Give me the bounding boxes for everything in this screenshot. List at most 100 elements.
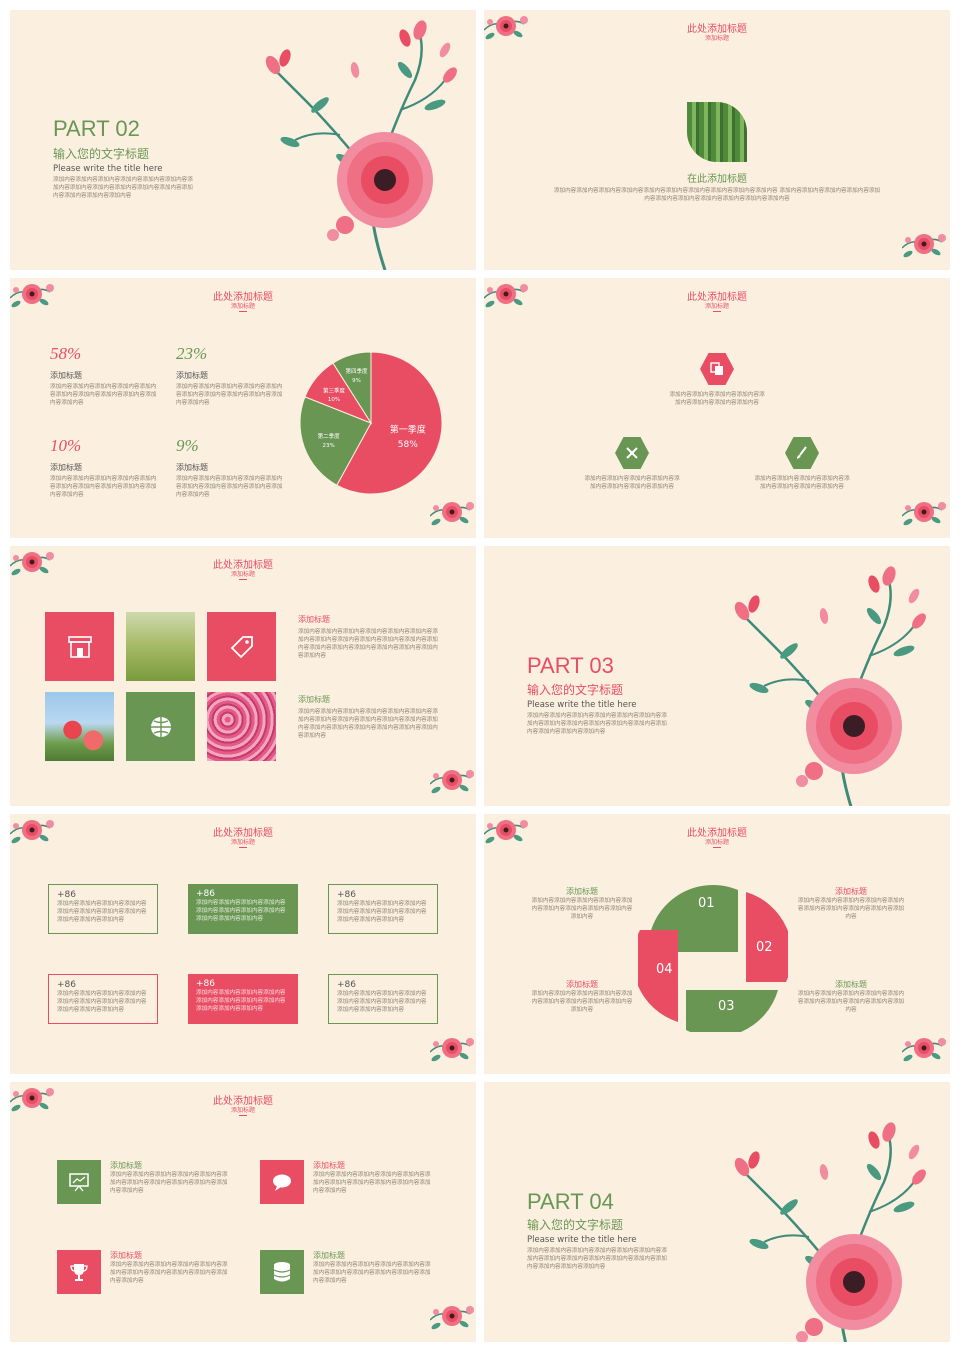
presentation-icon — [57, 1160, 101, 1204]
item-body: 添加内容添加内容添加内容添加内容添加内容添加内容添加内容添加内容添加内容添加内容 — [531, 991, 633, 1013]
item-heading: 添加标题 — [835, 980, 867, 989]
flower-corner-icon — [430, 501, 475, 528]
flower-corner-icon — [430, 1037, 475, 1064]
box-number: +86 — [337, 980, 356, 990]
slide-subtitle: 添加标题 — [704, 839, 729, 846]
cycle-item: 添加标题 添加内容添加内容添加内容添加内容添加内容添加内容添加内容添加内容添加内… — [530, 886, 634, 921]
title-underline — [239, 1115, 247, 1116]
slide-subtitle: 添加标题 — [230, 839, 255, 846]
copy-icon — [700, 353, 734, 385]
flower-decoration-icon — [730, 1119, 931, 1342]
stat-body: 添加内容添加内容添加内容添加内容添加内容添加内容添加内容添加内容添加内容添加内容… — [176, 384, 283, 406]
slide-image-grid[interactable]: 此处添加标题 添加标题 添加标题 添加内容添加内容添加内容添加内容添加内容添加内… — [10, 546, 476, 806]
item-body: 添加内容添加内容添加内容添加内容添加内容添加内容添加内容添加内容添加内容添加内容 — [797, 898, 905, 920]
stat-block: 10% 添加标题 添加内容添加内容添加内容添加内容添加内容添加内容添加内容添加内… — [50, 436, 160, 499]
caption-body: 添加内容添加内容添加内容添加内容添加内容添加内容添加内容添加内容添加内容添加内容… — [553, 188, 881, 202]
content-block: 添加标题 添加内容添加内容添加内容添加内容添加内容添加内容添加内容添加内容添加内… — [298, 614, 438, 660]
part-body: 添加内容添加内容添加内容添加内容添加内容添加内容添加内容添加内容添加内容添加内容… — [53, 177, 193, 199]
stat-percent: 23% — [176, 344, 208, 363]
flower-decoration-icon — [730, 563, 931, 806]
item-heading: 添加标题 — [110, 1251, 142, 1260]
pie-category-label: 第三季度 — [323, 386, 346, 394]
number-box: +86 添加内容添加内容添加内容添加内容添加内容添加内容添加内容添加内容添加内容… — [48, 884, 158, 934]
pie-category-label: 第二季度 — [318, 432, 341, 440]
caption-title: 在此添加标题 — [687, 174, 747, 185]
flower-corner-icon — [902, 501, 947, 528]
slide-subtitle: 添加标题 — [704, 303, 729, 310]
pie-slice — [332, 351, 372, 425]
box-number: +86 — [196, 979, 215, 989]
store-icon — [45, 612, 114, 681]
slide-cycle-diagram[interactable]: 此处添加标题 添加标题 01 02 03 04 添加标题 添加内容添加内容添加内… — [484, 814, 950, 1074]
title-underline — [239, 579, 247, 580]
item-heading: 添加标题 — [313, 1161, 345, 1170]
slide-leaf-image[interactable]: 此处添加标题 添加标题 在此添加标题 添加内容添加内容添加内容添加内容添加内容添… — [484, 10, 950, 270]
slide-title: 此处添加标题 — [213, 560, 273, 571]
number-box: +86 添加内容添加内容添加内容添加内容添加内容添加内容添加内容添加内容添加内容… — [188, 974, 298, 1024]
stat-label: 添加标题 — [176, 463, 208, 472]
part-number: PART 03 — [527, 653, 614, 678]
block-body: 添加内容添加内容添加内容添加内容添加内容添加内容添加内容添加内容添加内容添加内容… — [298, 629, 438, 659]
leaf-bamboo-image — [687, 102, 747, 162]
tag-icon — [207, 612, 276, 681]
item-body: 添加内容添加内容添加内容添加内容添加内容添加内容添加内容添加内容添加内容添加内容… — [313, 1262, 431, 1284]
cycle-number: 04 — [656, 962, 673, 977]
pie-slice — [336, 351, 443, 495]
poppy-image — [45, 692, 114, 761]
item-heading: 添加标题 — [566, 980, 598, 989]
item-body: 添加内容添加内容添加内容添加内容添加内容添加内容添加内容添加内容 — [584, 476, 680, 490]
flower-decoration-icon — [261, 17, 462, 270]
item-heading: 添加标题 — [835, 887, 867, 896]
box-body: 添加内容添加内容添加内容添加内容添加内容添加内容添加内容添加内容添加内容添加内容… — [196, 990, 286, 1012]
part-title-en: Please write the title here — [53, 164, 163, 174]
wheat-field-image — [126, 612, 195, 681]
stat-body: 添加内容添加内容添加内容添加内容添加内容添加内容添加内容添加内容添加内容添加内容… — [50, 384, 157, 406]
slide-part-04[interactable]: PART 04 输入您的文字标题 Please write the title … — [484, 1082, 950, 1342]
cycle-number: 02 — [756, 940, 773, 955]
stat-block: 23% 添加标题 添加内容添加内容添加内容添加内容添加内容添加内容添加内容添加内… — [176, 344, 286, 407]
slide-number-boxes[interactable]: 此处添加标题 添加标题 +86 添加内容添加内容添加内容添加内容添加内容添加内容… — [10, 814, 476, 1074]
item-body: 添加内容添加内容添加内容添加内容添加内容添加内容添加内容添加内容 — [754, 476, 850, 490]
title-underline — [713, 847, 721, 848]
database-icon — [260, 1250, 304, 1294]
title-underline — [239, 311, 247, 312]
slide-part-03[interactable]: PART 03 输入您的文字标题 Please write the title … — [484, 546, 950, 806]
slide-title: 此处添加标题 — [213, 292, 273, 303]
pie-category-label: 第四季度 — [345, 367, 368, 375]
cycle-item: 添加标题 添加内容添加内容添加内容添加内容添加内容添加内容添加内容添加内容添加内… — [530, 979, 634, 1014]
list-item: 添加标题 添加内容添加内容添加内容添加内容添加内容添加内容添加内容添加内容添加内… — [110, 1160, 230, 1195]
flower-corner-icon — [902, 1037, 947, 1064]
slide-icon-list[interactable]: 此处添加标题 添加标题 添加标题 添加内容添加内容添加内容添加内容添加内容添加内… — [10, 1082, 476, 1342]
block-body: 添加内容添加内容添加内容添加内容添加内容添加内容添加内容添加内容添加内容添加内容… — [298, 709, 438, 739]
part-title-cn: 输入您的文字标题 — [527, 1218, 624, 1232]
box-number: +86 — [57, 890, 76, 900]
brush-icon — [785, 437, 819, 469]
item-body: 添加内容添加内容添加内容添加内容添加内容添加内容添加内容添加内容 — [669, 392, 765, 406]
flower-corner-icon — [430, 1305, 475, 1332]
number-box: +86 添加内容添加内容添加内容添加内容添加内容添加内容添加内容添加内容添加内容… — [328, 974, 438, 1024]
slide-part-02[interactable]: PART 02 输入您的文字标题 Please write the title … — [10, 10, 476, 270]
box-body: 添加内容添加内容添加内容添加内容添加内容添加内容添加内容添加内容添加内容添加内容… — [337, 991, 427, 1013]
part-title-cn: 输入您的文字标题 — [53, 147, 150, 161]
stat-percent: 58% — [50, 344, 82, 363]
slide-title: 此处添加标题 — [687, 24, 747, 35]
slide-subtitle: 添加标题 — [230, 571, 255, 578]
slide-title: 此处添加标题 — [213, 828, 273, 839]
slide-hex-icons[interactable]: 此处添加标题 添加标题 添加内容添加内容添加内容添加内容添加内容添加内容添加内容… — [484, 278, 950, 538]
box-number: +86 — [196, 889, 215, 899]
tools-icon — [615, 437, 649, 469]
cycle-segment-04 — [638, 930, 678, 1022]
part-number: PART 02 — [53, 116, 140, 141]
pie-chart: 第一季度 58% 第二季度 23% 第三季度 10% 第四季度 9% — [299, 351, 443, 495]
stat-percent: 10% — [50, 436, 82, 455]
slide-pie-chart[interactable]: 此处添加标题 添加标题 58% 添加标题 添加内容添加内容添加内容添加内容添加内… — [10, 278, 476, 538]
box-body: 添加内容添加内容添加内容添加内容添加内容添加内容添加内容添加内容添加内容添加内容… — [196, 900, 286, 922]
number-box: +86 添加内容添加内容添加内容添加内容添加内容添加内容添加内容添加内容添加内容… — [48, 974, 158, 1024]
flower-field-image — [207, 692, 276, 761]
flower-corner-icon — [902, 233, 947, 260]
pie-value-label: 58% — [398, 440, 418, 450]
slide-title: 此处添加标题 — [213, 1096, 273, 1107]
number-box: +86 添加内容添加内容添加内容添加内容添加内容添加内容添加内容添加内容添加内容… — [328, 884, 438, 934]
number-box: +86 添加内容添加内容添加内容添加内容添加内容添加内容添加内容添加内容添加内容… — [188, 884, 298, 934]
part-number: PART 04 — [527, 1189, 614, 1214]
